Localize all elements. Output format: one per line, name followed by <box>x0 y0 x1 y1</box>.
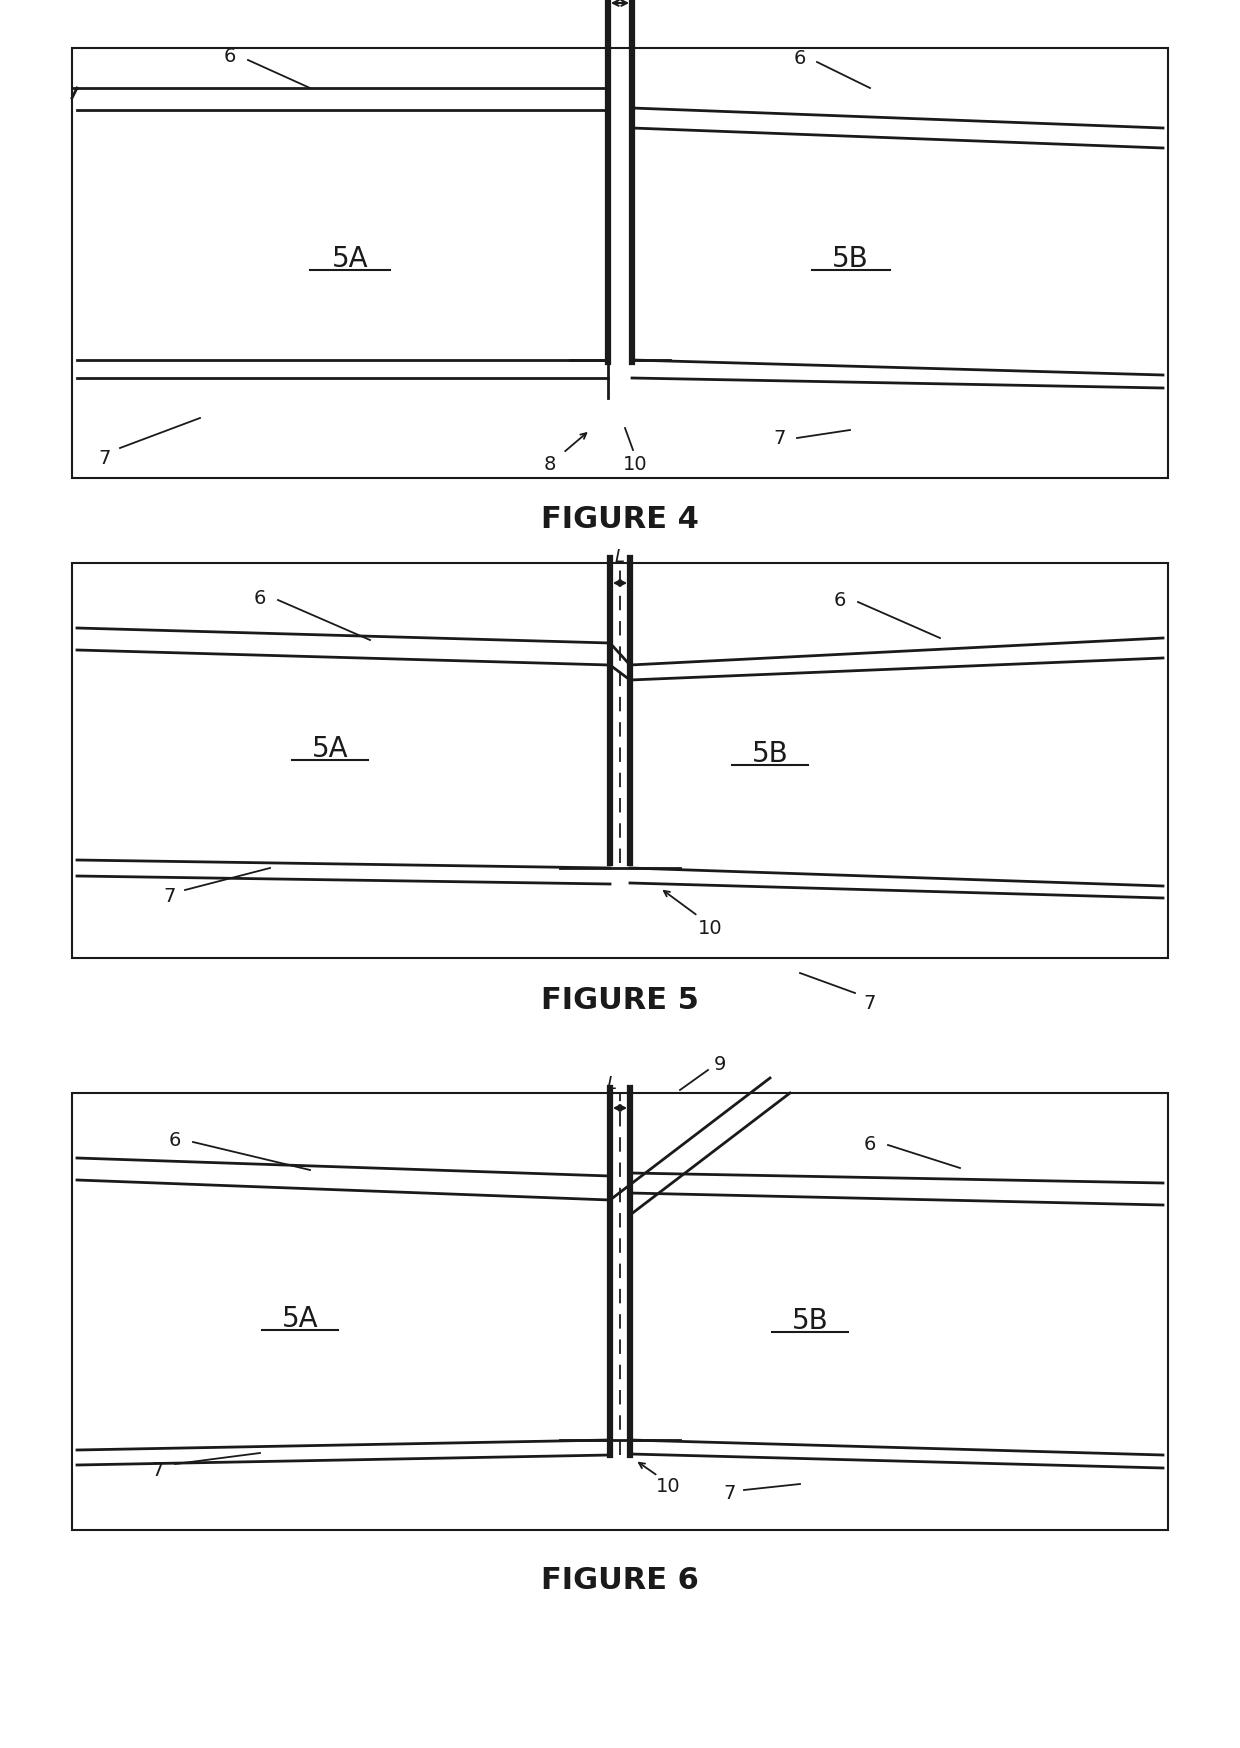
Text: FIGURE 4: FIGURE 4 <box>541 503 699 533</box>
Text: L: L <box>608 1075 618 1092</box>
Text: FIGURE 5: FIGURE 5 <box>541 986 699 1016</box>
Bar <box>72 49 1168 479</box>
Text: 6: 6 <box>864 1134 877 1154</box>
Text: 6: 6 <box>833 591 846 610</box>
Text: 5B: 5B <box>751 739 789 767</box>
Text: 5A: 5A <box>311 734 348 762</box>
Text: 6: 6 <box>223 47 236 65</box>
Text: 5A: 5A <box>281 1304 319 1332</box>
Text: 5B: 5B <box>791 1306 828 1334</box>
Text: 7: 7 <box>724 1484 737 1503</box>
Text: 10: 10 <box>698 919 723 939</box>
Text: 6: 6 <box>169 1131 181 1150</box>
Text: 10: 10 <box>656 1477 681 1496</box>
Text: 9: 9 <box>714 1054 727 1073</box>
Bar <box>72 1094 1168 1530</box>
Text: 10: 10 <box>622 454 647 474</box>
Text: 7: 7 <box>864 995 877 1012</box>
Text: FIGURE 6: FIGURE 6 <box>541 1566 699 1594</box>
Text: 6: 6 <box>254 589 267 608</box>
Text: 6: 6 <box>794 49 806 68</box>
Text: 7: 7 <box>164 886 176 905</box>
Text: L: L <box>615 547 625 566</box>
Text: 5B: 5B <box>832 245 868 273</box>
Text: 5A: 5A <box>331 245 368 273</box>
Text: 8: 8 <box>544 454 557 474</box>
Text: 7: 7 <box>99 449 112 468</box>
Text: 7: 7 <box>774 430 786 447</box>
Bar <box>72 563 1168 958</box>
Text: 7: 7 <box>151 1461 164 1479</box>
